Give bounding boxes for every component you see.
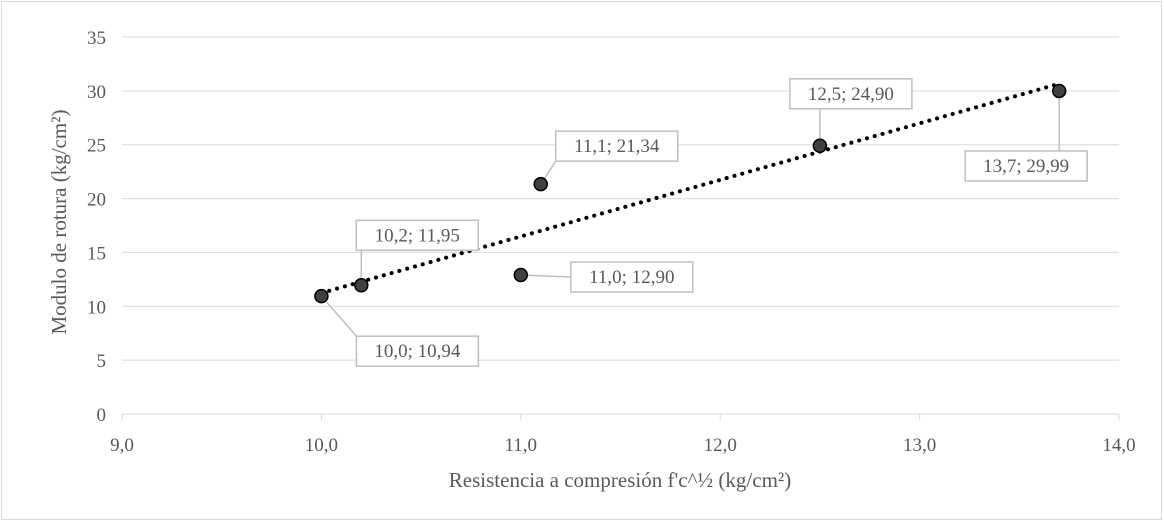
y-tick-label: 30 xyxy=(87,82,106,103)
data-points xyxy=(314,83,1067,304)
data-label: 10,0; 10,94 xyxy=(374,341,461,362)
y-tick-label: 35 xyxy=(87,28,106,49)
data-point xyxy=(354,278,369,293)
gridlines xyxy=(122,36,1119,361)
data-point xyxy=(812,138,828,154)
data-point xyxy=(1051,83,1067,99)
y-tick-label: 15 xyxy=(87,243,106,264)
data-label-box xyxy=(355,219,480,252)
callout-leader xyxy=(520,274,571,278)
data-label: 13,7; 29,99 xyxy=(983,156,1069,177)
x-tick-label: 14,0 xyxy=(1102,435,1135,456)
y-tick-label: 20 xyxy=(87,190,106,211)
x-axis-title: Resistencia a compresión f'c^½ (kg/cm²) xyxy=(449,468,791,492)
y-tick-label: 25 xyxy=(87,136,106,157)
y-tick-label: 0 xyxy=(97,405,107,426)
axes: 0 5 10 15 20 25 30 35 9,0 10,0 11,0 12,0 13,0 14,0 xyxy=(87,28,1136,456)
data-point xyxy=(314,288,329,304)
trendline xyxy=(319,81,1062,296)
data-label-callouts: 10,0; 10,94 10,2; 11,95 11,0; 12,90 11,1; 2… xyxy=(320,78,1088,367)
data-label-box xyxy=(964,150,1088,182)
trendline-line xyxy=(319,81,1062,296)
data-label: 11,0; 12,90 xyxy=(589,267,674,288)
y-tick-label: 10 xyxy=(87,297,106,318)
data-label-box xyxy=(789,78,913,110)
data-label: 12,5; 24,90 xyxy=(808,84,894,105)
callout-leader xyxy=(320,295,357,337)
x-tick-label: 9,0 xyxy=(110,435,134,456)
x-tick-label: 13,0 xyxy=(903,435,936,456)
data-label-box xyxy=(554,130,679,162)
data-label-box xyxy=(355,335,480,367)
y-axis-title: Modulo de rotura (kg/cm²) xyxy=(47,110,71,335)
data-point xyxy=(513,267,529,283)
data-point xyxy=(533,176,548,192)
data-label-box xyxy=(570,261,694,293)
data-label: 11,1; 21,34 xyxy=(574,136,660,157)
y-tick-label: 5 xyxy=(97,351,107,372)
data-label: 10,2; 11,95 xyxy=(375,225,460,246)
x-tick-label: 11,0 xyxy=(505,435,538,456)
x-tick-label: 10,0 xyxy=(305,435,338,456)
x-tick-label: 12,0 xyxy=(704,435,737,456)
